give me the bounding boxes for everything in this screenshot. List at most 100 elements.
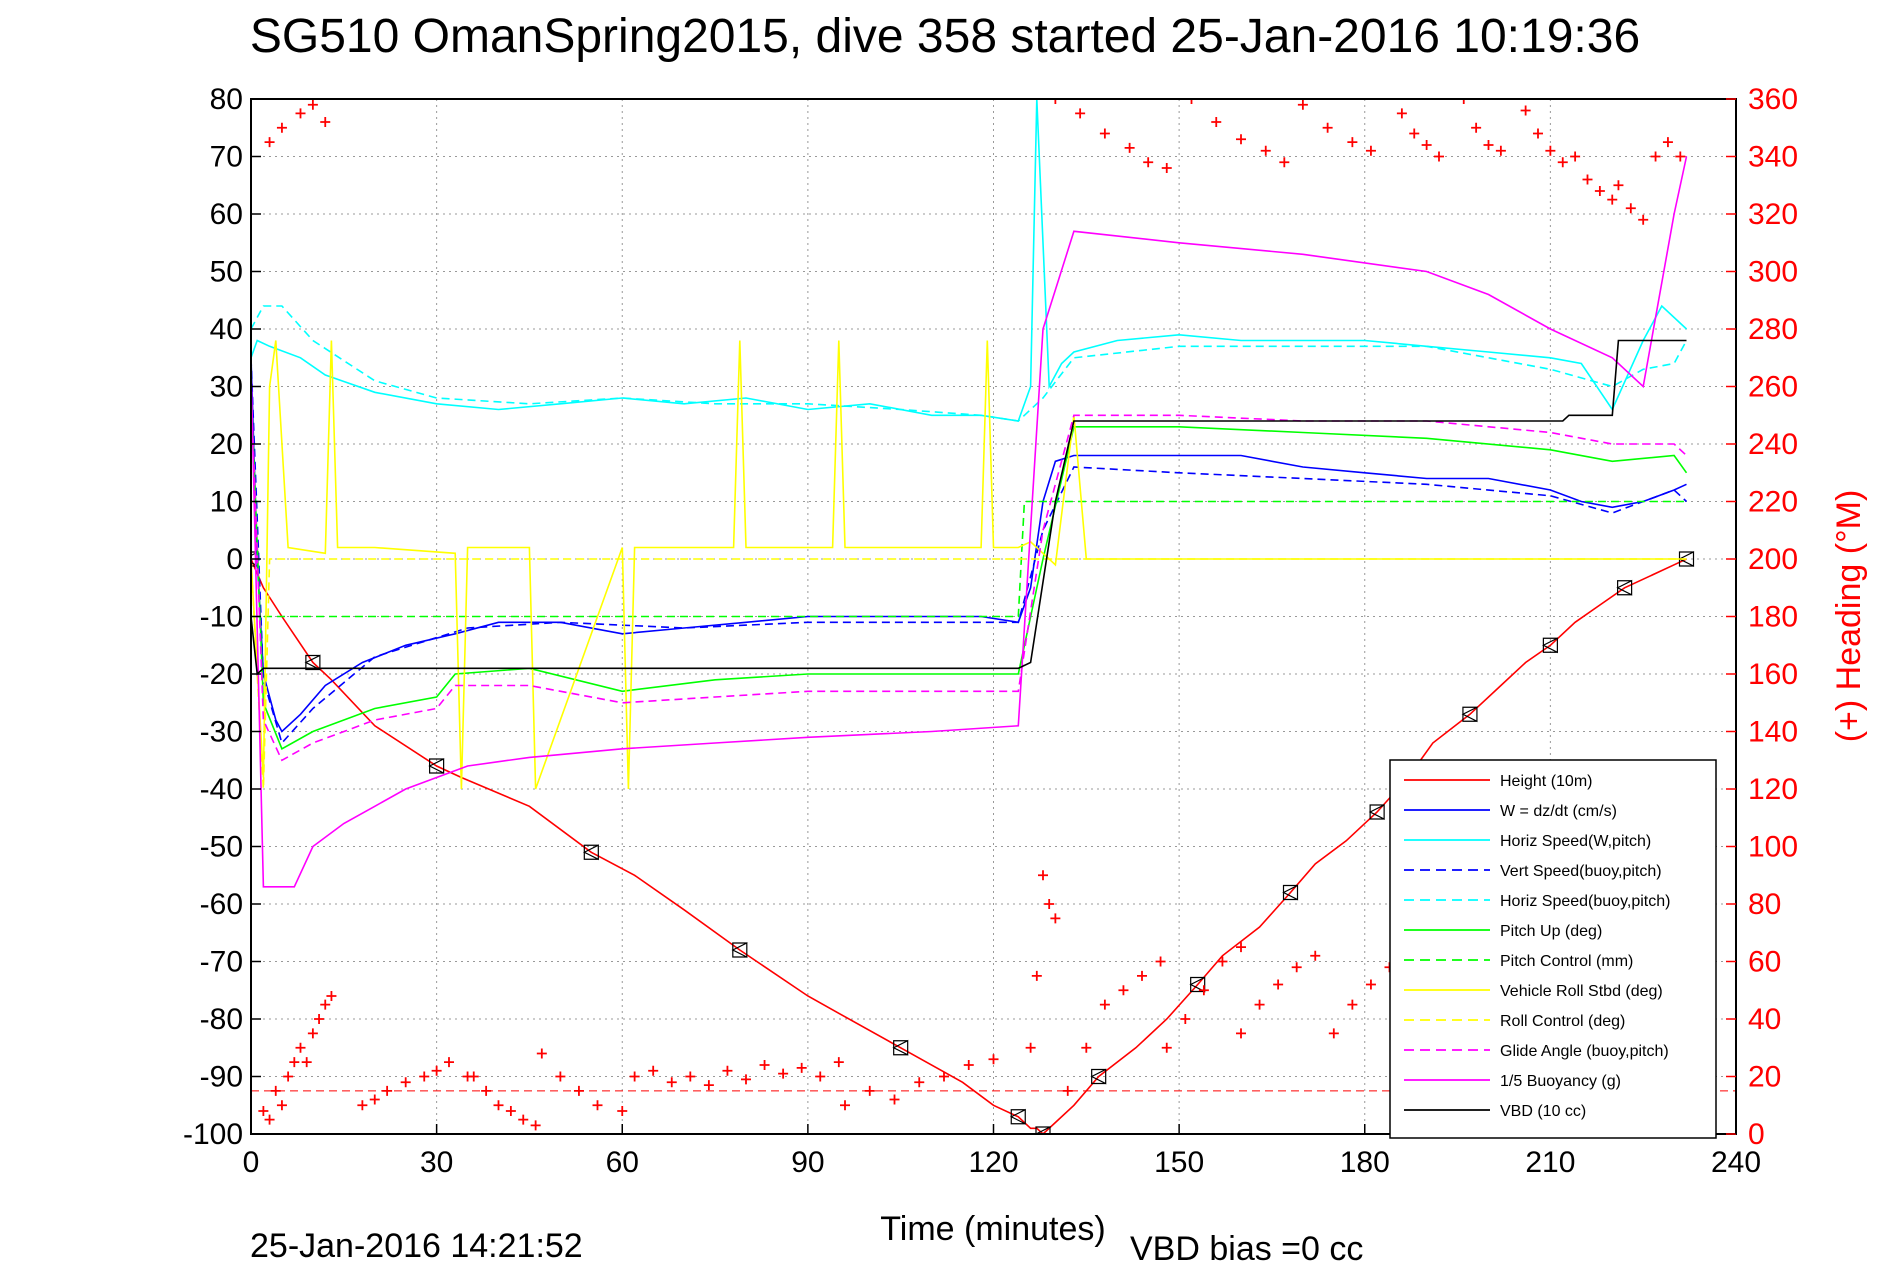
heading-point: [1099, 128, 1110, 139]
heading-point: [1050, 913, 1061, 924]
heading-point: [369, 1094, 380, 1105]
heading-point: [1279, 157, 1290, 168]
heading-point: [270, 1085, 281, 1096]
height-marker: [892, 1039, 909, 1056]
right-tick-label: 100: [1748, 831, 1798, 864]
heading-point: [914, 1077, 925, 1088]
heading-point: [258, 1106, 269, 1116]
legend-label: Vehicle Roll Stbd (deg): [1500, 983, 1663, 1000]
heading-point: [1297, 99, 1308, 110]
heading-point: [1161, 163, 1172, 173]
heading-point: [1607, 194, 1618, 205]
y-tick-label: -30: [200, 716, 243, 749]
heading-point: [864, 1085, 875, 1096]
heading-point: [1198, 985, 1209, 996]
heading-point: [295, 1042, 306, 1053]
heading-point: [357, 1100, 368, 1111]
heading-point: [1545, 145, 1556, 156]
heading-point: [283, 1071, 294, 1082]
y-tick-label: -20: [200, 658, 243, 691]
right-axis-label: (+) Heading (°M): [1830, 490, 1868, 743]
legend-label: VBD (10 cc): [1500, 1103, 1586, 1120]
x-tick-label: 30: [420, 1146, 453, 1179]
heading-point: [444, 1057, 454, 1068]
heading-point: [1273, 979, 1284, 990]
x-axis-label: Time (minutes): [880, 1210, 1105, 1248]
heading-point: [1613, 180, 1624, 191]
heading-point: [481, 1085, 492, 1096]
right-tick-label: 280: [1748, 313, 1798, 346]
heading-point: [1161, 1042, 1172, 1053]
y-tick-label: -80: [200, 1003, 243, 1036]
heading-point: [1310, 950, 1321, 961]
legend-box: [1389, 759, 1717, 1139]
heading-point: [320, 999, 331, 1010]
heading-point: [1143, 157, 1154, 168]
heading-point: [1236, 942, 1246, 953]
legend-label: Glide Angle (buoy,pitch): [1500, 1043, 1669, 1060]
heading-point: [320, 117, 331, 127]
y-tick-label: -100: [183, 1118, 243, 1151]
height-marker: [1616, 579, 1633, 596]
heading-point: [988, 1054, 999, 1065]
right-tick-label: 300: [1748, 256, 1798, 289]
right-tick-label: 220: [1748, 486, 1798, 519]
heading-point: [1025, 1042, 1036, 1053]
right-tick-label: 240: [1748, 428, 1798, 461]
left-axis: 80 70 60 50 40 30 20 10 0 -10 -20 -30 -40 -50 -60 -70 -8…: [183, 83, 261, 1151]
heading-point: [1533, 128, 1543, 139]
right-tick-label: 320: [1748, 198, 1798, 231]
heading-point: [1662, 137, 1673, 148]
heading-point: [592, 1100, 603, 1111]
heading-point: [1137, 970, 1147, 981]
series-line-pitch_up: [251, 386, 1688, 750]
legend-label: Pitch Up (deg): [1500, 923, 1602, 940]
footer-vbd-bias: VBD bias =0 cc: [1130, 1230, 1363, 1262]
right-tick-label: 360: [1748, 83, 1798, 116]
x-tick-label: 150: [1154, 1146, 1204, 1179]
heading-point: [1495, 145, 1506, 156]
heading-point: [722, 1065, 733, 1076]
chart-title: SG510 OmanSpring2015, dive 358 started 2…: [250, 10, 1640, 63]
series-line-vbd: [251, 339, 1687, 676]
series-line-roll_ctrl: [251, 558, 1687, 790]
heading-point: [518, 1114, 529, 1125]
heading-point: [276, 1100, 287, 1111]
height-marker: [1282, 884, 1299, 901]
heading-point: [1347, 137, 1358, 148]
heading-point: [1099, 999, 1110, 1010]
y-tick-label: 60: [210, 198, 243, 231]
heading-point: [939, 1071, 949, 1082]
heading-point: [1081, 1042, 1092, 1053]
series-line-glide: [251, 386, 1688, 762]
heading-point: [1365, 145, 1376, 156]
heading-point: [648, 1065, 659, 1076]
heading-point: [1520, 105, 1531, 116]
heading-point: [759, 1060, 770, 1070]
heading-point: [536, 1048, 547, 1059]
right-tick-label: 180: [1748, 601, 1798, 634]
heading-point: [1217, 956, 1228, 967]
heading-point: [289, 1057, 300, 1068]
heading-point: [326, 991, 337, 1001]
y-tick-label: -10: [200, 601, 243, 634]
right-tick-label: 260: [1748, 371, 1798, 404]
y-tick-label: -70: [200, 946, 243, 979]
height-marker: [428, 758, 445, 774]
right-tick-label: 20: [1748, 1061, 1781, 1094]
heading-point: [1650, 151, 1661, 162]
legend-label: Horiz Speed(W,pitch): [1500, 833, 1651, 850]
series-line-height: [251, 558, 1687, 1134]
heading-point: [1254, 999, 1265, 1010]
heading-point: [573, 1085, 584, 1096]
heading-point: [1062, 1085, 1073, 1096]
heading-point: [1328, 1028, 1339, 1039]
legend-label: Vert Speed(buoy,pitch): [1500, 863, 1662, 880]
legend-label: 1/5 Buoyancy (g): [1500, 1073, 1621, 1090]
heading-point: [1434, 151, 1444, 162]
x-tick-label: 240: [1711, 1146, 1761, 1179]
heading-point: [1038, 870, 1048, 881]
heading-point: [1075, 108, 1086, 119]
heading-point: [1421, 140, 1432, 150]
heading-point: [685, 1071, 696, 1082]
